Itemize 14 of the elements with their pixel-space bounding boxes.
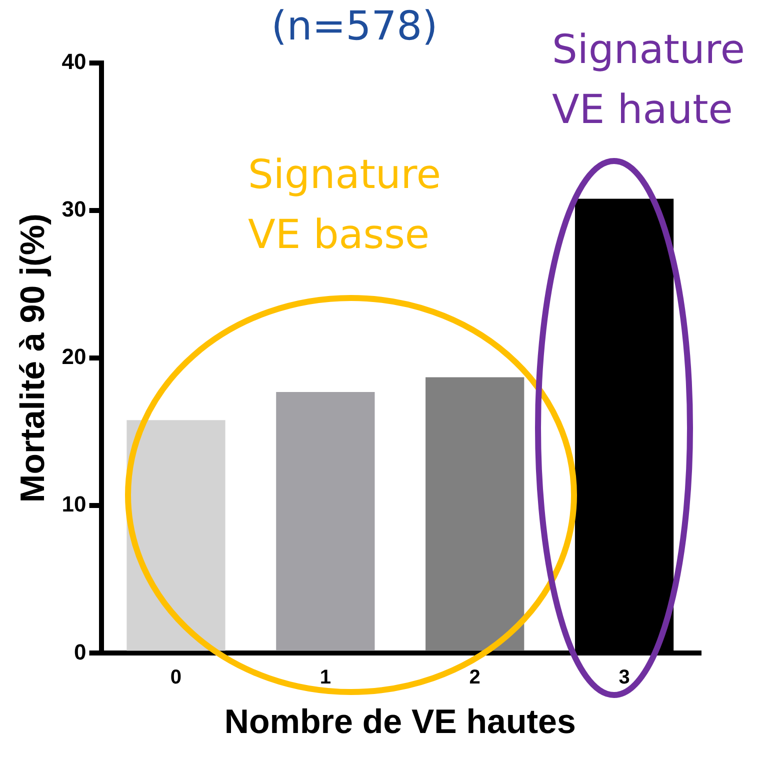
y-tick-label: 0 (74, 639, 86, 664)
y-tick-label: 10 (62, 492, 86, 517)
annotation: Signature VE basse (248, 151, 441, 260)
x-tick-label: 0 (170, 666, 182, 689)
x-tick-label: 3 (618, 666, 630, 689)
y-tick-label: 40 (62, 49, 86, 74)
x-tick-label: 1 (320, 666, 331, 689)
y-tick-label: 20 (62, 344, 86, 370)
y-tick-label: 30 (62, 196, 86, 222)
annotation: Signature VE haute (552, 26, 745, 135)
y-axis-title: Mortalité à 90 j(%) (14, 214, 52, 503)
x-axis-title: Nombre de VE hautes (224, 702, 576, 741)
x-tick-label: 2 (469, 666, 480, 689)
chart-title: (n=578) (271, 3, 438, 50)
